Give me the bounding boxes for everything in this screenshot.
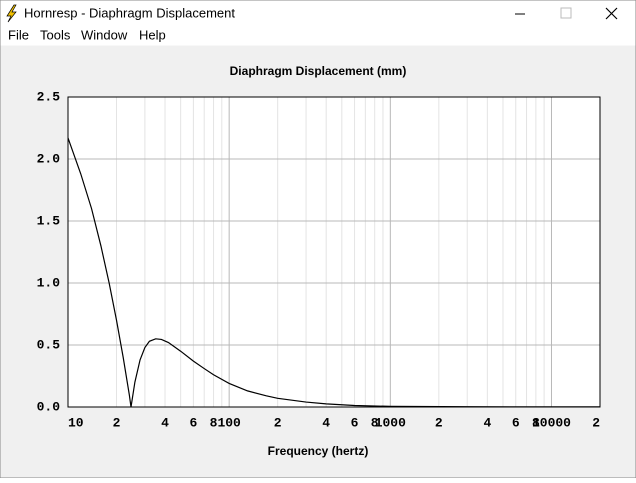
y-tick-label: 0.5 [37, 337, 61, 352]
displacement-curve [67, 137, 601, 408]
x-tick-label: 10000 [532, 415, 571, 430]
y-tick-label: 0.0 [37, 399, 61, 414]
x-tick-label: 2 [113, 415, 121, 430]
x-tick-label: 6 [190, 415, 198, 430]
chart-title: Diaphragm Displacement (mm) [230, 64, 407, 78]
x-tick-label: 2 [592, 415, 600, 430]
menu-item[interactable]: Window [81, 27, 128, 42]
x-tick-label: 8 [371, 415, 379, 430]
x-tick-label: 8 [210, 415, 218, 430]
plot-border [67, 96, 601, 408]
x-tick-label: 2 [435, 415, 443, 430]
menu-item[interactable]: Help [139, 27, 166, 42]
x-tick-label: 1000 [375, 415, 406, 430]
menu-item[interactable]: File [8, 27, 29, 42]
y-tick-label: 1.0 [37, 275, 61, 290]
x-tick-label: 6 [512, 415, 520, 430]
x-tick-label: 4 [483, 415, 491, 430]
x-axis-label: Frequency (hertz) [268, 444, 369, 458]
x-tick-label: 4 [322, 415, 330, 430]
x-tick-label: 100 [217, 415, 241, 430]
app-icon [6, 4, 17, 23]
close-button[interactable] [605, 7, 618, 20]
plot-area [68, 97, 600, 407]
x-tick-label: 4 [161, 415, 169, 430]
x-tick-label: 10 [68, 415, 84, 430]
x-tick-label: 6 [351, 415, 359, 430]
maximize-button[interactable] [560, 7, 572, 19]
menu-item[interactable]: Tools [40, 27, 71, 42]
x-tick-label: 8 [532, 415, 540, 430]
x-tick-label: 2 [274, 415, 282, 430]
title-bar [0, 0, 636, 46]
y-tick-label: 2.5 [37, 89, 61, 104]
y-tick-label: 2.0 [37, 151, 61, 166]
y-tick-label: 1.5 [37, 213, 61, 228]
window-title: Hornresp - Diaphragm Displacement [24, 5, 235, 20]
